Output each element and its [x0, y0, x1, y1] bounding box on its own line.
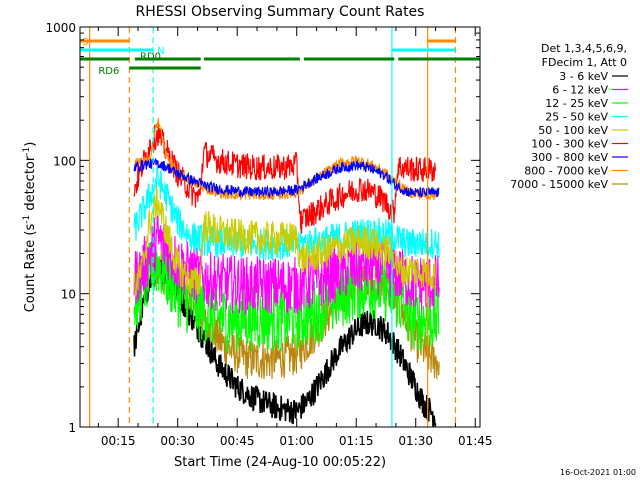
y-tick-label-1: 1	[68, 421, 76, 435]
status-label-4: RD6	[98, 66, 119, 77]
x-tick-label-4: 01:00	[279, 434, 314, 448]
status-label-1: S	[82, 37, 88, 48]
series-line-5	[133, 185, 436, 296]
footer-timestamp: 16-Oct-2021 01:00	[560, 468, 636, 477]
legend-label-9: 7000 - 15000 keV	[510, 178, 608, 191]
y-axis-label: Count Rate (s-1 detector-1)	[22, 142, 38, 313]
y-axis-label-sup2: -1	[22, 147, 32, 156]
legend-label-2: 6 - 12 keV	[552, 84, 608, 97]
x-tick-label-1: 00:15	[101, 434, 136, 448]
legend-label-3: 12 - 25 keV	[545, 97, 608, 110]
x-tick-label-7: 01:45	[458, 434, 493, 448]
y-axis-label-part2: detector	[23, 155, 38, 215]
status-label-3: RD0	[140, 51, 161, 62]
y-tick-label-3: 100	[53, 154, 76, 168]
legend-label-6: 100 - 300 keV	[531, 138, 608, 151]
series-line-1	[133, 260, 437, 427]
y-axis-label-sup1: -1	[22, 215, 32, 224]
legend-label-5: 50 - 100 keV	[538, 124, 608, 137]
series-line-7	[133, 158, 440, 200]
chart-title: RHESSI Observing Summary Count Rates	[136, 4, 425, 20]
legend-header-line2: FDecim 1, Att 0	[542, 56, 627, 69]
y-axis-label-part1: Count Rate (s	[23, 224, 38, 313]
legend-label-1: 3 - 6 keV	[559, 70, 608, 83]
legend-header-line1: Det 1,3,4,5,6,9,	[541, 42, 627, 55]
data-layer	[133, 118, 440, 427]
y-tick-label-2: 10	[61, 288, 76, 302]
status-label-2: N	[157, 46, 164, 57]
legend-label-8: 800 - 7000 keV	[524, 165, 608, 178]
legend-label-7: 300 - 800 keV	[531, 151, 608, 164]
axes: 00:15 00:30 00:45 01:00 01:15 01:30 01:45 1 10 10…	[45, 21, 492, 448]
x-tick-label-2: 00:30	[160, 434, 195, 448]
y-axis-label-part3: )	[23, 142, 38, 147]
x-tick-label-6: 01:30	[398, 434, 433, 448]
x-tick-label-3: 00:45	[220, 434, 255, 448]
legend: Det 1,3,4,5,6,9, FDecim 1, Att 0 3 - 6 k…	[510, 42, 628, 191]
y-tick-label-4: 1000	[45, 21, 76, 35]
legend-label-4: 25 - 50 keV	[545, 111, 608, 124]
x-axis-label: Start Time (24-Aug-10 00:05:22)	[174, 455, 386, 470]
time-markers	[89, 27, 457, 427]
plot-frame	[79, 26, 481, 428]
x-tick-label-5: 01:15	[339, 434, 374, 448]
